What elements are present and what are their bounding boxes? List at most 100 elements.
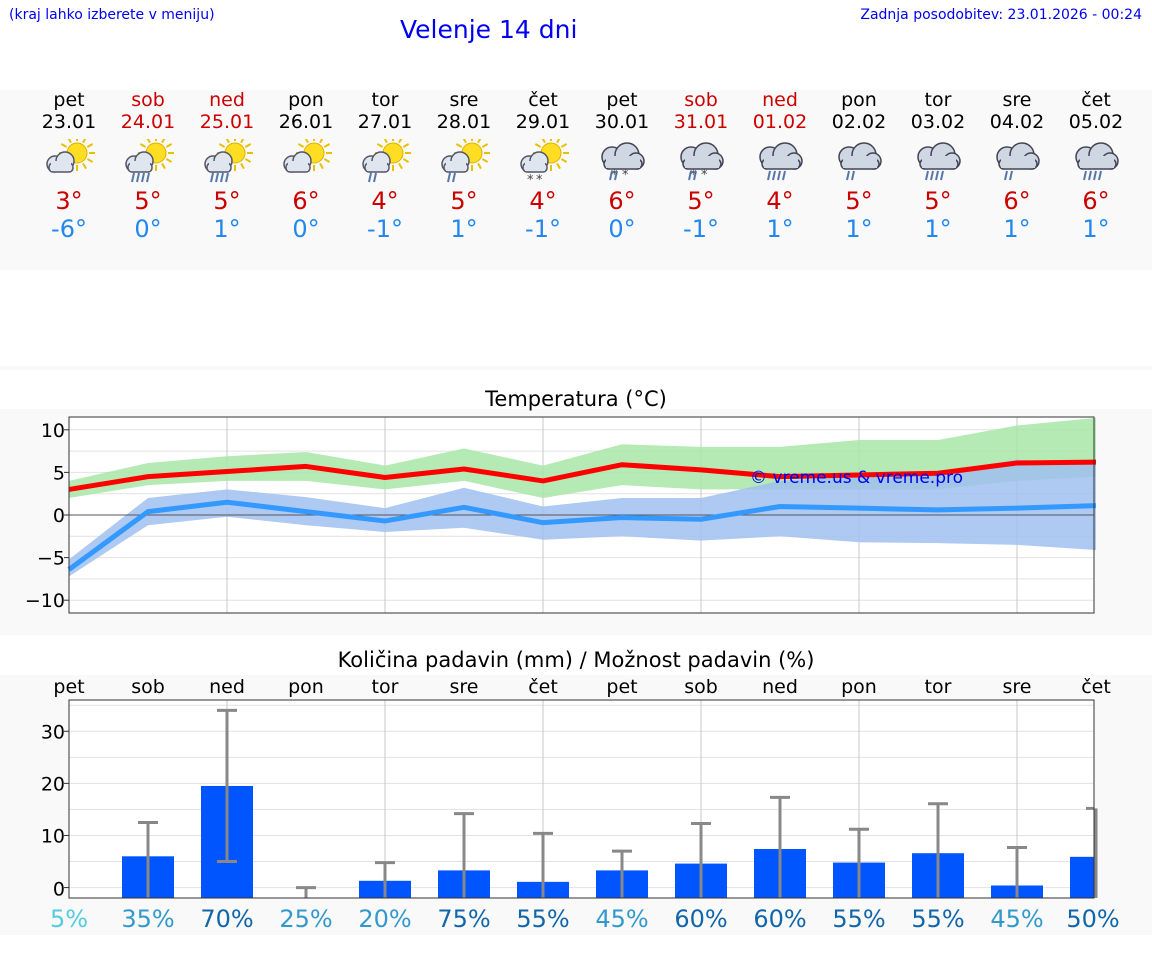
day-name: ned: [209, 89, 245, 111]
temp-max: 5°: [687, 187, 715, 215]
temp-max: 5°: [924, 187, 952, 215]
day-name: sre: [449, 89, 479, 111]
temperature-chart-title: Temperatura (°C): [485, 387, 667, 411]
temp-max: 4°: [766, 187, 794, 215]
day-name: tor: [371, 89, 399, 111]
svg-text:*: *: [527, 173, 534, 185]
day-name: čet: [1081, 89, 1111, 111]
page-title: Velenje 14 dni: [400, 15, 578, 44]
day-forecast: tor 03.02 5° 1°: [898, 89, 978, 243]
watermark: © vreme.us & vreme.pro: [750, 468, 963, 488]
sun-cloud-light-rain-icon: [362, 139, 411, 183]
cloud-sleet-icon: * *: [601, 142, 645, 183]
temp-min: 1°: [450, 215, 478, 243]
day-name: sre: [1002, 89, 1032, 111]
cloud-rain-icon: [917, 142, 961, 181]
temp-max: 5°: [213, 187, 241, 215]
forecast-strip: [0, 90, 1152, 270]
temp-max: 6°: [1082, 187, 1110, 215]
day-date: 23.01: [41, 111, 97, 133]
precipitation-chart-title: Količina padavin (mm) / Možnost padavin …: [337, 648, 815, 672]
cloud-light-rain-icon: [996, 142, 1040, 181]
day-forecast: ned 25.01 5° 1°: [187, 89, 267, 243]
sun-cloud-rain-icon: [125, 139, 174, 183]
last-updated: Zadnja posodobitev: 23.01.2026 - 00:24: [860, 7, 1142, 23]
day-date: 26.01: [278, 111, 334, 133]
day-date: 27.01: [357, 111, 413, 133]
day-date: 01.02: [752, 111, 808, 133]
day-name: sob: [684, 89, 718, 111]
day-forecast: pet 30.01 * * 6° 0°: [582, 89, 662, 243]
sun-cloud-light-rain-icon: [441, 139, 490, 183]
day-date: 28.01: [436, 111, 492, 133]
day-forecast: sre 28.01 5° 1°: [424, 89, 504, 243]
day-forecast: pet 23.01 3° -6°: [29, 89, 109, 243]
day-name: pet: [53, 89, 85, 111]
temp-min: 1°: [845, 215, 873, 243]
sun-cloud-icon: [283, 139, 332, 173]
temp-max-line: [68, 459, 1097, 492]
temp-min: 0°: [134, 215, 162, 243]
temp-max: 4°: [371, 187, 399, 215]
day-name: pon: [288, 89, 324, 111]
svg-text:*: *: [611, 168, 618, 183]
day-date: 30.01: [594, 111, 650, 133]
day-forecast: pon 02.02 5° 1°: [819, 89, 899, 243]
day-forecast: sre 04.02 6° 1°: [977, 89, 1057, 243]
cloud-rain-icon: [1075, 142, 1119, 181]
y-tick-label: −10: [25, 590, 65, 612]
temp-max: 3°: [55, 187, 83, 215]
temp-max: 5°: [134, 187, 162, 215]
svg-text:*: *: [690, 168, 697, 183]
y-tick-label: 10: [41, 420, 65, 442]
day-name: sob: [131, 89, 165, 111]
sun-cloud-icon: [46, 139, 95, 173]
temp-min: -1°: [525, 215, 561, 243]
temp-min: -6°: [51, 215, 87, 243]
day-name: pon: [841, 89, 877, 111]
temp-max: 5°: [450, 187, 478, 215]
day-forecast: tor 27.01 4° -1°: [345, 89, 425, 243]
day-date: 05.02: [1068, 111, 1124, 133]
temp-min: 1°: [213, 215, 241, 243]
day-forecast: čet 29.01 * * 4° -1°: [503, 89, 583, 243]
day-forecast: čet 05.02 6° 1°: [1056, 89, 1136, 243]
day-name: pet: [606, 89, 638, 111]
temp-min: 1°: [1003, 215, 1031, 243]
day-name: ned: [762, 89, 798, 111]
day-date: 31.01: [673, 111, 729, 133]
day-forecast: sob 24.01 5° 0°: [108, 89, 188, 243]
temp-min: 1°: [924, 215, 952, 243]
temp-min: 0°: [608, 215, 636, 243]
temp-min: -1°: [683, 215, 719, 243]
day-date: 25.01: [199, 111, 255, 133]
temp-min-line: [67, 499, 1097, 572]
day-date: 02.02: [831, 111, 887, 133]
cloud-rain-icon: [759, 142, 803, 181]
temp-min: 1°: [766, 215, 794, 243]
day-date: 03.02: [910, 111, 966, 133]
day-forecast: pon 26.01 6° 0°: [266, 89, 346, 243]
y-tick-label: 5: [53, 462, 65, 484]
svg-text:*: *: [536, 173, 543, 185]
divider: [0, 366, 1152, 370]
temp-min: -1°: [367, 215, 403, 243]
cloud-sleet-icon: * *: [680, 142, 724, 183]
location-hint: (kraj lahko izberete v meniju): [9, 7, 215, 23]
svg-text:*: *: [622, 168, 629, 183]
y-tick-label: 0: [53, 505, 65, 527]
temp-max: 6°: [608, 187, 636, 215]
day-name: tor: [924, 89, 952, 111]
cloud-light-rain-icon: [838, 142, 882, 181]
day-date: 29.01: [515, 111, 571, 133]
temp-max: 6°: [292, 187, 320, 215]
temp-max: 4°: [529, 187, 557, 215]
day-forecast: sob 31.01 * * 5° -1°: [661, 89, 741, 243]
day-date: 04.02: [989, 111, 1045, 133]
temp-max: 6°: [1003, 187, 1031, 215]
sun-cloud-rain-icon: [204, 139, 253, 183]
day-forecast: ned 01.02 4° 1°: [740, 89, 820, 243]
sun-cloud-snow-icon: * *: [520, 139, 569, 185]
y-tick-label: −5: [37, 548, 65, 570]
